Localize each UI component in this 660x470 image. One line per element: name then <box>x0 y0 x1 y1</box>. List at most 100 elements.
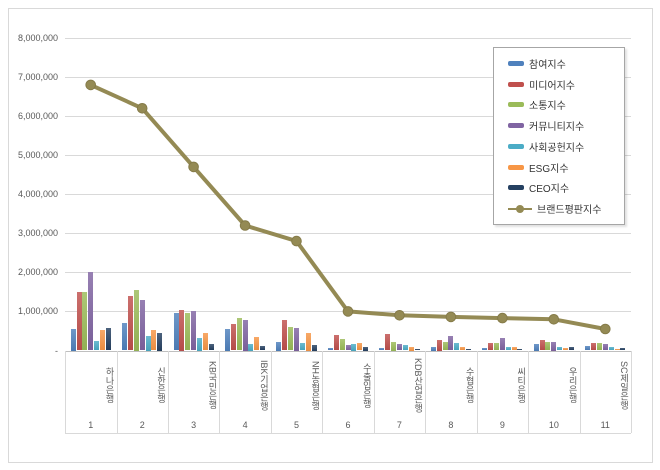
bar-segment <box>585 345 591 351</box>
gridline <box>65 38 631 39</box>
category-name-label: 우리은행 <box>567 367 578 403</box>
bar-segment <box>533 343 539 351</box>
bar-segment <box>551 341 557 351</box>
category-separator <box>425 350 427 433</box>
bar-segment <box>517 348 523 351</box>
bar-segment <box>202 332 208 351</box>
category-name-label: NH농협은행 <box>310 360 321 410</box>
bar-segment <box>151 329 157 351</box>
y-axis-tick-label: 3,000,000 <box>17 228 58 239</box>
bar-segment <box>488 342 494 351</box>
bar-segment <box>276 341 282 351</box>
bar-segment <box>185 313 191 351</box>
bar-segment <box>482 348 488 351</box>
category-separator <box>116 350 118 433</box>
bar-segment <box>288 326 294 351</box>
bar-segment <box>208 343 214 351</box>
category-name-label: 신한은행 <box>156 367 166 403</box>
legend-item: 참여지수 <box>508 54 620 72</box>
y-axis-tick-label: 4,000,000 <box>17 189 58 200</box>
category-number-label: 9 <box>499 420 505 430</box>
category-name-label: 수출입은행 <box>361 362 372 408</box>
bar-segment <box>94 340 100 351</box>
bar-segment <box>327 348 333 351</box>
category-separator <box>65 350 66 433</box>
bar-segment <box>242 320 248 351</box>
legend-bar-swatch-icon <box>508 164 524 170</box>
category-separator <box>528 350 530 433</box>
category-number-label: 4 <box>242 420 248 430</box>
category-number-label: 3 <box>191 420 197 430</box>
bar-segment <box>236 317 242 351</box>
bar-segment <box>357 343 363 351</box>
bar-segment <box>122 323 128 351</box>
bar-segment <box>454 343 460 351</box>
legend-bar-swatch-icon <box>508 60 524 66</box>
x-axis-line <box>65 350 631 352</box>
bar-segment <box>311 345 317 351</box>
bar-segment <box>345 345 351 351</box>
legend-bar-swatch-icon <box>508 102 524 108</box>
category-number-label: 7 <box>396 420 402 430</box>
bar-segment <box>448 336 454 351</box>
bar-segment <box>539 340 545 351</box>
bar-segment <box>173 313 179 351</box>
category-name-label: 씨티은행 <box>516 367 527 403</box>
category-number-label: 8 <box>448 420 454 430</box>
y-axis-tick-label: 8,000,000 <box>17 33 58 43</box>
category-number-label: 2 <box>139 420 145 430</box>
legend-item: 사회공헌지수 <box>508 137 620 155</box>
category-number-label: 10 <box>548 420 559 430</box>
category-separator <box>373 350 375 433</box>
bar-segment <box>436 340 442 351</box>
bar-segment <box>466 348 471 351</box>
bar-segment <box>225 329 230 351</box>
bar-segment <box>197 338 202 351</box>
bar-segment <box>157 332 163 351</box>
legend-item: 소통지수 <box>508 96 620 114</box>
gridline <box>65 77 631 79</box>
legend-label: ESG지수 <box>529 163 569 175</box>
category-separator <box>631 350 632 433</box>
bar-segment <box>494 342 499 351</box>
bar-segment <box>414 348 420 351</box>
legend-label: 미디어지수 <box>529 80 575 92</box>
bar-segment <box>305 332 311 351</box>
y-axis-zero-label: - <box>55 345 58 356</box>
y-axis-tick-label: 6,000,000 <box>17 111 58 122</box>
bar-segment <box>505 346 511 351</box>
category-number-label: 1 <box>88 420 94 430</box>
legend-bar-swatch-icon <box>508 143 524 149</box>
bar-segment <box>402 345 408 351</box>
legend-label: 참여지수 <box>529 59 566 71</box>
bar-segment <box>282 320 288 351</box>
bar-segment <box>511 347 517 351</box>
bar-segment <box>99 329 105 351</box>
legend-label: CEO지수 <box>529 184 570 196</box>
category-separator <box>167 350 169 433</box>
legend-line-swatch-icon <box>508 204 532 213</box>
legend-item: 커뮤니티지수 <box>508 117 620 135</box>
bar-segment <box>82 291 88 351</box>
category-number-label: 6 <box>345 420 351 430</box>
bar-segment <box>396 343 402 351</box>
category-name-label: 수협은행 <box>464 367 475 403</box>
legend-item: CEO지수 <box>508 179 620 197</box>
legend-item: 미디어지수 <box>508 75 620 93</box>
bar-segment <box>333 334 339 351</box>
bar-segment <box>557 347 563 351</box>
x-axis-band-bottom-line <box>65 433 631 434</box>
bar-segment <box>230 323 236 351</box>
bar-segment <box>254 337 260 351</box>
bar-segment <box>430 347 436 351</box>
bar-segment <box>70 329 76 351</box>
category-name-label: KB국민은행 <box>207 360 218 409</box>
bar-segment <box>76 291 82 351</box>
bar-segment <box>596 342 602 351</box>
legend-line-marker <box>516 204 524 213</box>
legend-bar-swatch-icon <box>508 185 524 191</box>
legend-item: ESG지수 <box>508 158 620 176</box>
bar-segment <box>568 347 574 351</box>
